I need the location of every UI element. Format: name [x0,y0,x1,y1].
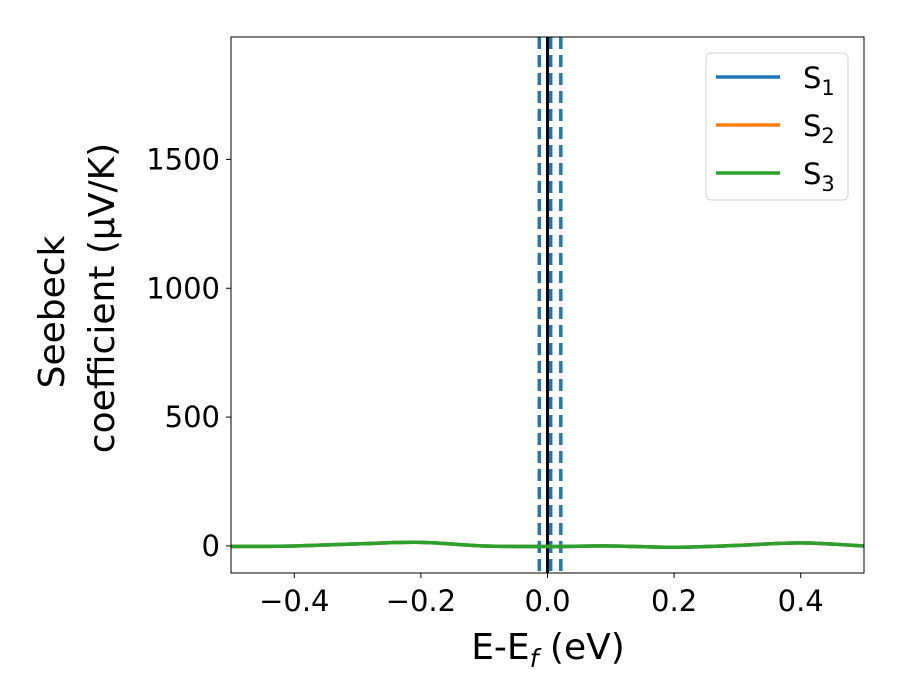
legend-label-s3: S3 [803,157,835,196]
x-tick-label: −0.4 [259,584,329,618]
y-axis-ticks: 0 500 1000 1500 [146,142,231,563]
legend-label-s2: S2 [803,109,835,148]
plot-area [231,37,864,573]
y-tick-label: 1000 [146,271,220,305]
x-axis-label: E-Ef (eV) [471,627,625,673]
y-axis-label: Seebeck coefficient (μV/K) [32,143,123,453]
legend: S1 S2 S3 [705,52,849,201]
y-axis-label-line2: coefficient (μV/K) [82,143,123,453]
x-tick-label: −0.2 [386,584,456,618]
y-tick-label: 1500 [146,142,220,176]
legend-label-s1: S1 [803,61,835,100]
x-tick-label: 0.0 [524,584,570,618]
x-tick-label: 0.4 [778,584,824,618]
series-line-s3 [231,540,864,549]
x-tick-label: 0.2 [651,584,697,618]
y-axis-label-line1: Seebeck [32,235,73,388]
y-tick-label: 500 [165,400,220,434]
y-tick-label: 0 [202,529,220,563]
x-axis-ticks: −0.4 −0.2 0.0 0.2 0.4 [259,573,824,618]
